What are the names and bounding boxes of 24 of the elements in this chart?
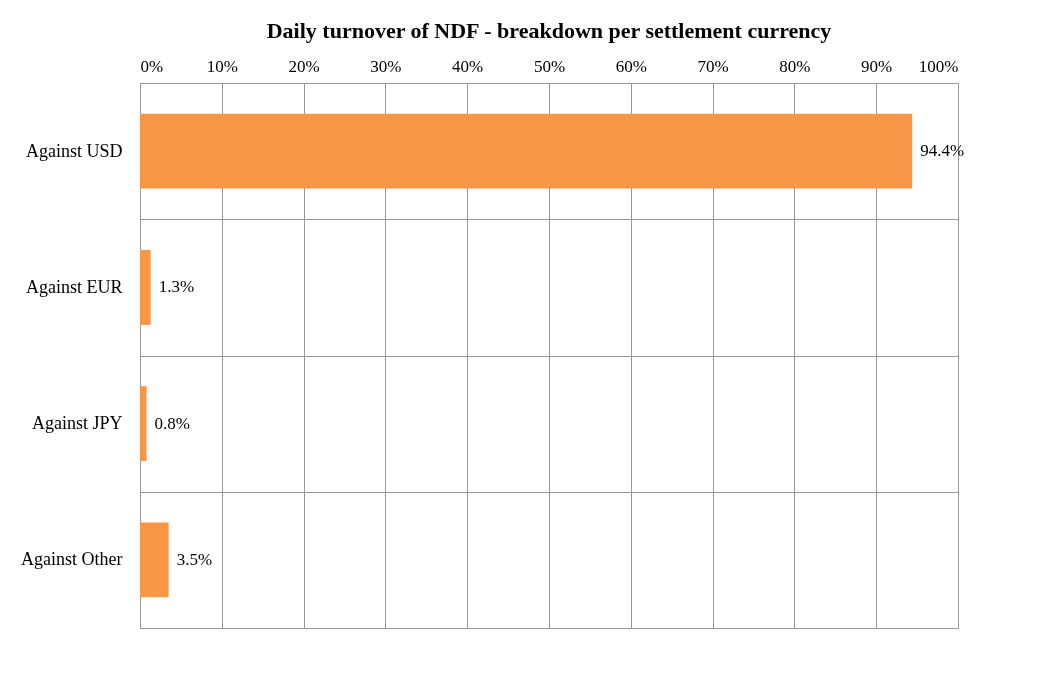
data-label: 94.4% bbox=[920, 141, 965, 161]
y-tick-label: Against JPY bbox=[31, 413, 123, 434]
x-tick-label: 40% bbox=[452, 56, 484, 76]
data-label: 1.3% bbox=[158, 277, 195, 297]
x-tick-label: 0% bbox=[140, 56, 164, 76]
bar bbox=[140, 249, 151, 325]
data-label: 0.8% bbox=[154, 413, 190, 433]
x-tick-label: 10% bbox=[206, 56, 238, 76]
x-tick-label: 60% bbox=[615, 56, 647, 76]
y-tick-label: Against Other bbox=[21, 549, 123, 570]
x-tick-label: 20% bbox=[288, 56, 320, 76]
chart-title: Daily turnover of NDF - breakdown per settlement currency bbox=[266, 18, 832, 43]
bar bbox=[140, 386, 147, 462]
x-tick-label: 80% bbox=[779, 56, 811, 76]
x-tick-label: 30% bbox=[370, 56, 402, 76]
bar bbox=[140, 522, 169, 598]
y-tick-label: Against EUR bbox=[26, 276, 123, 297]
bar bbox=[140, 113, 913, 189]
x-tick-label: 70% bbox=[697, 56, 729, 76]
x-tick-label: 90% bbox=[861, 56, 893, 76]
x-tick-label: 50% bbox=[533, 56, 566, 76]
x-tick-label: 100% bbox=[918, 56, 959, 76]
y-tick-label: Against USD bbox=[25, 140, 123, 161]
data-label: 3.5% bbox=[176, 549, 213, 569]
